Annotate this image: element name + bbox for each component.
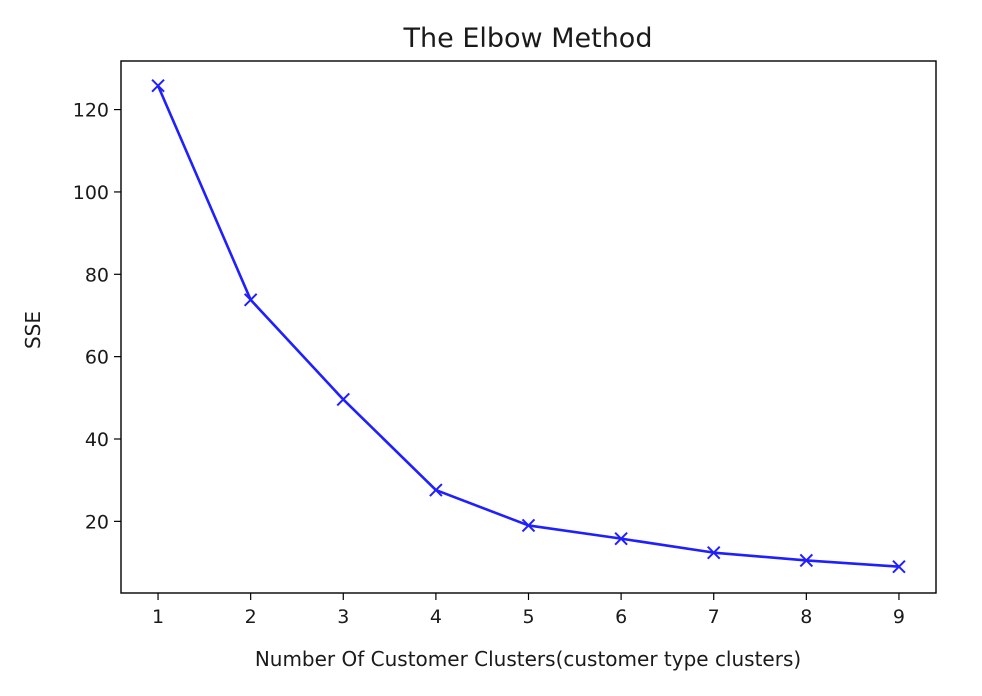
- data-point-marker: [243, 293, 258, 307]
- data-point-marker: [429, 483, 443, 497]
- y-tick-label: 40: [85, 429, 109, 451]
- x-tick-label: 4: [430, 606, 442, 628]
- axis-ticks: 1 2 3 4 5 6 7 8 9 20 40 60 80 100 120: [73, 100, 905, 628]
- x-tick-label: 5: [522, 606, 534, 628]
- x-tick-label: 2: [245, 606, 257, 628]
- data-point-marker: [336, 392, 350, 407]
- x-tick-label: 9: [893, 606, 905, 628]
- data-point-marker: [892, 559, 906, 574]
- data-point-marker: [799, 553, 814, 568]
- x-tick-label: 7: [708, 606, 720, 628]
- plot-frame: [120, 60, 937, 594]
- series-layer: [151, 78, 906, 574]
- series-line: [156, 85, 900, 568]
- y-tick-label: 120: [73, 100, 109, 122]
- y-tick-label: 20: [85, 511, 109, 533]
- data-point-marker: [614, 531, 628, 546]
- chart-title: The Elbow Method: [403, 23, 653, 54]
- y-tick-label: 100: [73, 182, 109, 204]
- y-tick-label: 60: [85, 347, 109, 369]
- x-tick-label: 3: [337, 606, 349, 628]
- x-tick-label: 6: [615, 606, 627, 628]
- y-tick-label: 80: [85, 264, 109, 286]
- data-point-marker: [707, 545, 721, 560]
- y-axis-label: SSE: [21, 311, 45, 349]
- data-point-marker: [521, 518, 536, 533]
- data-point-marker: [151, 78, 165, 93]
- x-tick-label: 8: [800, 606, 812, 628]
- x-tick-label: 1: [152, 606, 164, 628]
- x-axis-label: Number Of Customer Clusters(customer typ…: [255, 647, 801, 671]
